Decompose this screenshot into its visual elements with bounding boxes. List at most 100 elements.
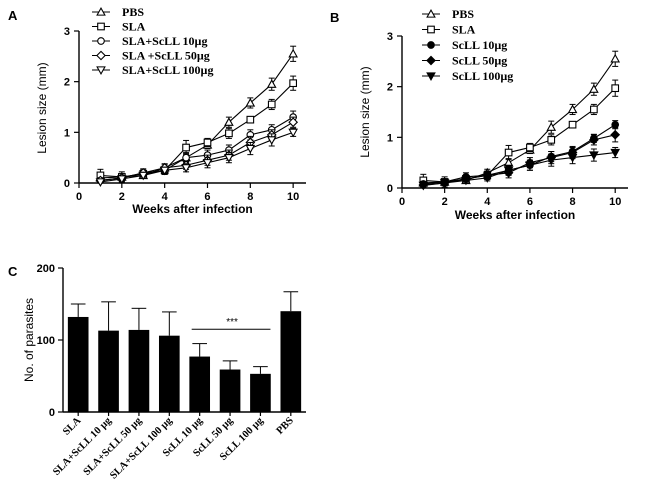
data-point	[266, 79, 277, 88]
data-point	[288, 117, 299, 128]
y-tick-label: 2	[387, 82, 393, 94]
bar	[158, 335, 180, 412]
legend-label: SLA+ScLL 10µg	[122, 34, 207, 48]
data-point	[504, 148, 513, 157]
y-tick-label: 3	[64, 26, 70, 38]
legend-marker	[427, 25, 435, 34]
x-tick-label: 8	[247, 191, 253, 203]
legend-marker	[426, 8, 436, 18]
data-point	[225, 129, 233, 138]
series-line	[423, 124, 616, 185]
data-point	[266, 136, 277, 145]
data-point	[418, 181, 429, 191]
y-axis-label: Lesion size (mm)	[358, 66, 372, 157]
y-tick-label: 3	[387, 31, 393, 43]
data-point	[245, 144, 256, 154]
legend-marker	[97, 37, 105, 45]
legend-marker	[426, 72, 436, 82]
bar	[98, 330, 119, 412]
legend-label: PBS	[452, 7, 474, 21]
legend-label: ScLL 10µg	[452, 38, 507, 52]
y-tick-label: 200	[37, 263, 55, 275]
y-axis-label: Lesion size (mm)	[35, 62, 49, 153]
x-tick-label: 10	[609, 196, 621, 208]
data-point	[589, 151, 599, 161]
y-tick-label: 1	[64, 127, 70, 139]
bar	[250, 373, 271, 412]
data-point	[611, 84, 620, 93]
legend-marker	[427, 41, 435, 49]
y-tick-label: 1	[387, 132, 393, 144]
series-line	[423, 151, 616, 187]
legend-label: ScLL 50µg	[452, 54, 507, 68]
data-point	[526, 143, 534, 152]
bar	[280, 311, 302, 412]
data-point	[610, 53, 621, 63]
bar	[219, 369, 241, 412]
data-point	[567, 153, 578, 163]
legend-marker	[97, 22, 105, 31]
x-tick-label: 6	[204, 191, 210, 203]
data-point	[159, 166, 170, 176]
data-point	[245, 97, 256, 107]
x-axis-label: Weeks after infection	[132, 202, 252, 216]
data-point	[589, 134, 599, 145]
y-tick-label: 0	[49, 407, 55, 419]
data-point	[546, 122, 557, 131]
data-point	[203, 138, 212, 147]
legend-label: SLA +ScLL 50µg	[122, 49, 210, 63]
data-point	[116, 175, 127, 184]
data-point	[439, 179, 450, 188]
y-tick-label: 0	[387, 183, 393, 195]
data-point	[589, 84, 599, 93]
x-tick-label: 4	[162, 191, 169, 203]
data-point	[546, 156, 557, 166]
data-point	[288, 128, 298, 138]
legend-label: SLA	[452, 23, 476, 37]
x-tick-label: 2	[119, 191, 125, 203]
legend-marker	[96, 66, 106, 76]
series-line	[100, 131, 294, 183]
data-point	[610, 129, 621, 140]
y-tick-label: 0	[64, 178, 70, 190]
legend-marker	[96, 50, 106, 61]
series-line	[100, 53, 294, 179]
y-tick-label: 100	[37, 335, 55, 347]
legend-label: ScLL 100µg	[452, 69, 513, 83]
data-point	[182, 143, 190, 152]
data-point	[288, 48, 298, 58]
category-label: SLA	[61, 415, 84, 438]
x-tick-label: 4	[484, 196, 491, 208]
data-point	[246, 115, 255, 124]
data-point	[224, 153, 234, 163]
x-axis-label: Weeks after infection	[455, 208, 575, 222]
data-point	[547, 136, 556, 144]
data-point	[482, 174, 493, 183]
data-point	[182, 153, 190, 162]
panel-b-label: B	[330, 10, 339, 25]
legend-label: SLA+ScLL 100µg	[122, 63, 213, 77]
data-point	[567, 104, 578, 114]
x-tick-label: 6	[527, 196, 533, 208]
bar	[67, 316, 89, 412]
panel-a-label: A	[8, 8, 18, 23]
data-point	[289, 79, 298, 88]
x-tick-label: 8	[570, 196, 576, 208]
legend-marker	[426, 55, 436, 66]
legend-label: PBS	[122, 5, 144, 19]
bar	[189, 356, 211, 412]
panel-b: B 0 2 4 6 8 10 0 1 2 3 Weeks after infection Lesion…	[330, 7, 628, 222]
x-tick-label: 2	[442, 196, 448, 208]
data-point	[95, 178, 106, 188]
data-point	[590, 105, 598, 114]
data-point	[138, 171, 149, 181]
panel-c-label: C	[8, 264, 18, 279]
x-tick-label: 0	[76, 191, 82, 203]
series-line	[100, 116, 294, 182]
data-point	[267, 100, 276, 109]
legend-label: SLA	[122, 20, 146, 34]
data-point	[202, 159, 213, 168]
data-point	[525, 161, 535, 171]
